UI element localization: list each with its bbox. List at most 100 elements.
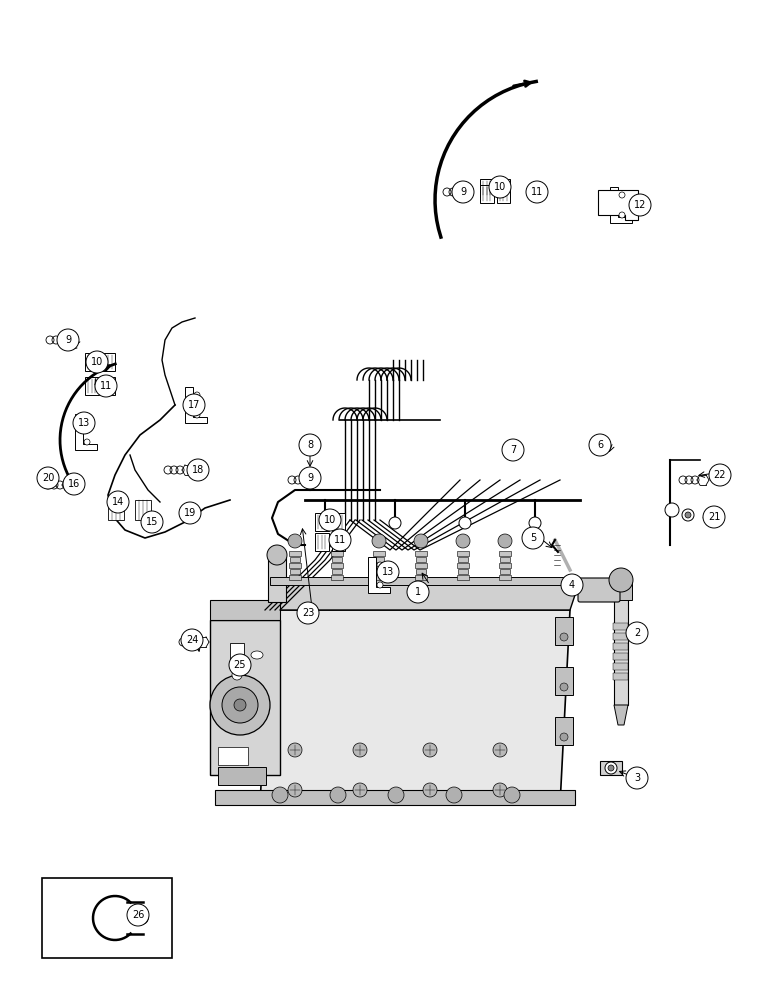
Polygon shape [270,580,580,610]
Bar [499,551,511,556]
Bar [332,569,342,574]
Polygon shape [210,620,280,775]
Circle shape [299,467,321,489]
Text: 25: 25 [234,660,246,670]
Bar [613,643,628,650]
Bar [497,185,510,203]
Circle shape [526,181,548,203]
Bar [85,353,99,371]
Circle shape [141,511,163,533]
Circle shape [560,683,568,691]
Bar [42,878,172,958]
Text: 12: 12 [634,200,646,210]
Bar [457,563,469,568]
Bar [613,663,628,670]
Text: 19: 19 [184,508,196,518]
Circle shape [194,392,200,398]
Circle shape [183,394,205,416]
Text: 26: 26 [132,910,144,920]
Bar [600,761,622,775]
Circle shape [709,464,731,486]
Circle shape [95,375,117,397]
Text: 3: 3 [634,773,640,783]
Polygon shape [185,387,207,423]
Text: 20: 20 [42,473,54,483]
Circle shape [682,509,694,521]
Polygon shape [260,610,570,805]
Circle shape [372,534,386,548]
Text: 22: 22 [714,470,726,480]
Bar [332,557,342,562]
Bar [415,551,427,556]
Bar [613,653,628,660]
Circle shape [605,762,617,774]
Circle shape [297,602,319,624]
Bar [289,563,301,568]
Text: 13: 13 [78,418,90,428]
Circle shape [319,509,341,531]
Circle shape [561,574,583,596]
Text: 5: 5 [530,533,536,543]
Bar [315,513,328,531]
Circle shape [589,434,611,456]
Text: 6: 6 [597,440,603,450]
Text: 16: 16 [68,479,80,489]
Circle shape [456,534,470,548]
Circle shape [84,439,90,445]
Circle shape [560,733,568,741]
Bar [499,575,511,580]
Circle shape [377,561,399,583]
Circle shape [139,915,145,921]
Circle shape [560,633,568,641]
Bar [458,569,468,574]
Circle shape [234,699,246,711]
Circle shape [86,351,108,373]
Polygon shape [614,705,628,725]
Text: 13: 13 [382,567,394,577]
Text: 8: 8 [307,440,313,450]
Bar [497,179,510,197]
Text: 23: 23 [302,608,314,618]
Text: 2: 2 [634,628,640,638]
Bar [373,575,385,580]
Circle shape [504,787,520,803]
Circle shape [498,534,512,548]
Circle shape [272,787,288,803]
Circle shape [388,787,404,803]
Bar [500,569,510,574]
Circle shape [489,176,511,198]
Circle shape [353,783,367,797]
Bar [416,569,426,574]
Bar [270,577,570,585]
Text: 21: 21 [708,512,720,522]
Bar [614,595,628,705]
Circle shape [389,517,401,529]
Bar [500,557,510,562]
Bar [555,667,573,695]
Circle shape [414,534,428,548]
Text: 4: 4 [569,580,575,590]
Bar [457,551,469,556]
Circle shape [330,534,344,548]
Text: 11: 11 [531,187,543,197]
Ellipse shape [251,651,263,659]
Bar [290,557,300,562]
Circle shape [703,506,725,528]
Circle shape [37,467,59,489]
Bar [331,513,345,531]
Bar [458,557,468,562]
Circle shape [353,743,367,757]
Circle shape [73,412,95,434]
Text: 10: 10 [91,357,103,367]
Text: 9: 9 [307,473,313,483]
Bar [331,575,343,580]
Bar [613,673,628,680]
Bar [610,582,632,600]
Circle shape [619,192,625,198]
Text: 7: 7 [510,445,516,455]
Circle shape [609,568,633,592]
Polygon shape [598,190,638,220]
Bar [555,717,573,745]
Circle shape [187,459,209,481]
Circle shape [493,743,507,757]
